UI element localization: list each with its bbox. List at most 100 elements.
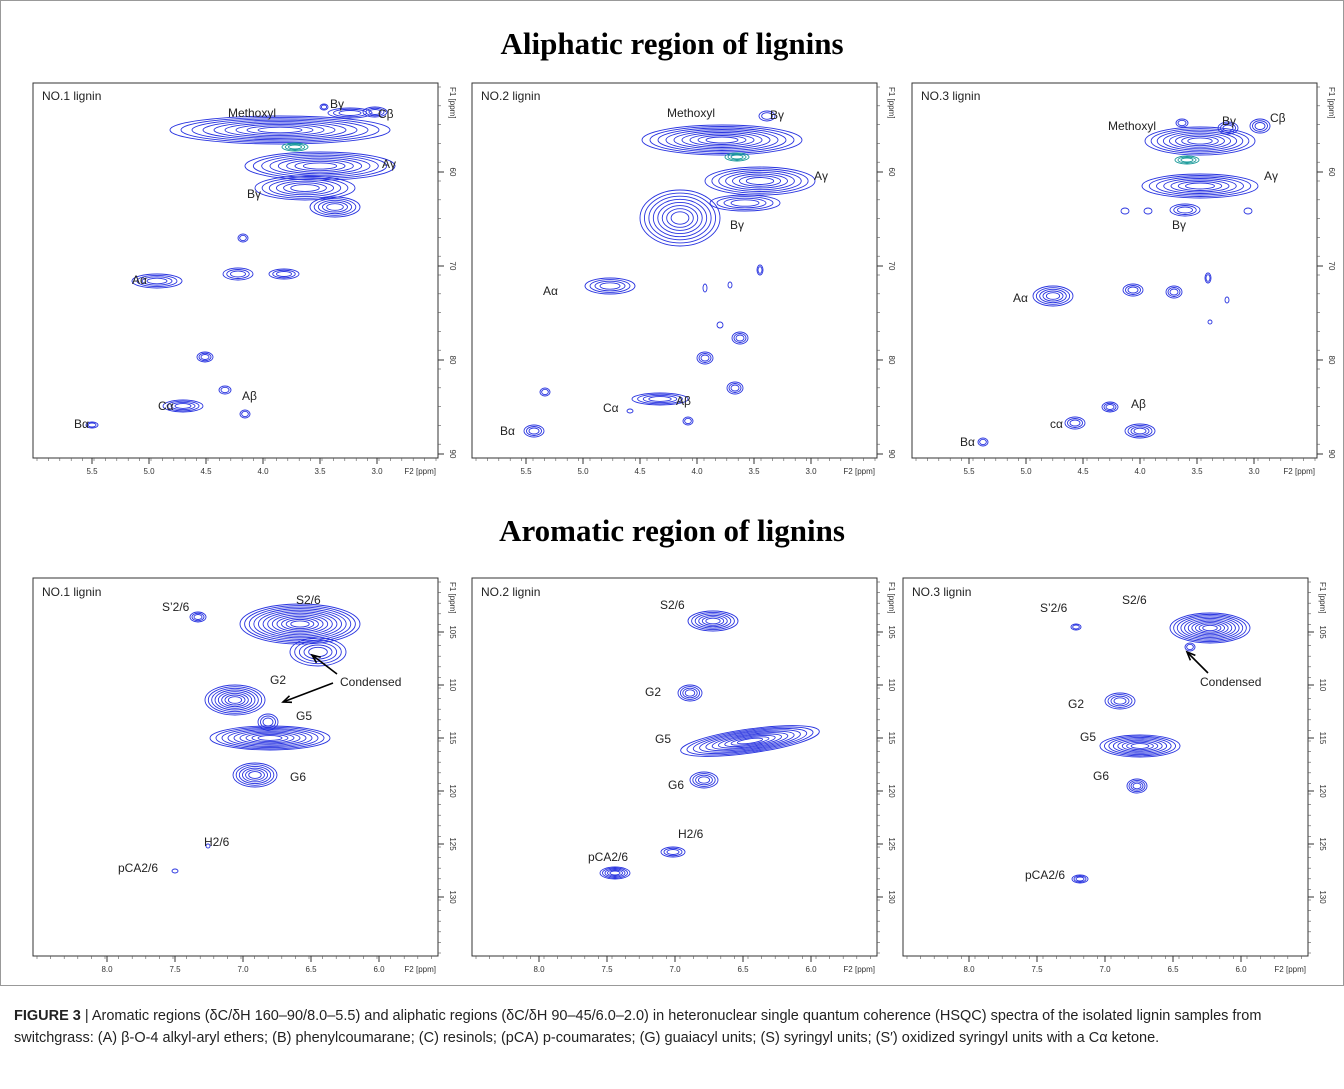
contour xyxy=(1187,137,1213,145)
contour xyxy=(705,617,721,625)
peak-label: Methoxyl xyxy=(1108,119,1156,133)
spectrum-frame xyxy=(471,82,878,459)
peak-label: Methoxyl xyxy=(228,106,276,120)
contour xyxy=(1222,124,1234,132)
x-tick-label: 4.0 xyxy=(257,467,269,476)
contour xyxy=(131,273,183,289)
peak-label: Aβ xyxy=(1131,397,1146,411)
contour xyxy=(237,233,249,243)
y-axis-label: F1 [ppm] xyxy=(448,582,457,614)
spectrum-frame xyxy=(471,577,878,957)
contour xyxy=(657,201,703,235)
contour xyxy=(302,162,338,170)
x-tick-label: 5.5 xyxy=(963,467,975,476)
contour xyxy=(261,177,349,199)
y-tick-label: 110 xyxy=(887,679,896,692)
contour xyxy=(227,729,313,747)
contour xyxy=(643,192,717,244)
contour xyxy=(1130,743,1150,749)
y-tick-label: 120 xyxy=(887,784,896,798)
contour xyxy=(727,281,733,289)
arrow xyxy=(1186,651,1209,674)
contour xyxy=(326,203,344,211)
contour xyxy=(666,208,694,228)
contour xyxy=(1162,131,1238,151)
x-tick-label: 6.5 xyxy=(737,965,749,974)
contour xyxy=(1071,874,1089,884)
contour xyxy=(1173,205,1197,215)
peak-label: cα xyxy=(1050,417,1063,431)
contour xyxy=(607,869,623,877)
contour xyxy=(745,177,775,185)
contour xyxy=(705,730,795,752)
contour xyxy=(528,427,540,435)
x-tick-label: 7.0 xyxy=(237,965,249,974)
contour xyxy=(290,620,310,628)
x-tick-label: 8.0 xyxy=(101,965,113,974)
panel-name: NO.3 lignin xyxy=(912,585,971,599)
contour xyxy=(689,771,719,789)
contour xyxy=(271,614,329,634)
contour xyxy=(724,734,776,748)
contour xyxy=(584,277,636,295)
contour xyxy=(726,381,744,395)
contour xyxy=(272,269,296,279)
x-axis-label: F2 [ppm] xyxy=(1283,467,1315,476)
contour xyxy=(251,733,289,743)
x-tick-label: 4.5 xyxy=(634,467,646,476)
contour xyxy=(257,735,283,741)
contour xyxy=(660,846,686,858)
contour xyxy=(1143,207,1153,215)
contour xyxy=(1112,738,1168,754)
section-title: Aromatic region of lignins xyxy=(499,513,845,548)
spectrum-frame xyxy=(911,82,1318,459)
contour xyxy=(85,421,99,429)
contour xyxy=(209,725,331,751)
contour xyxy=(1070,623,1082,631)
x-axis-label: F2 [ppm] xyxy=(843,965,875,974)
contour xyxy=(697,776,711,784)
contour xyxy=(241,767,269,783)
x-tick-label: 3.5 xyxy=(748,467,760,476)
peak-label: Bγ xyxy=(1172,218,1186,232)
contour xyxy=(180,116,380,144)
x-tick-label: 6.5 xyxy=(305,965,317,974)
peak-label: Aγ xyxy=(814,169,828,183)
contour xyxy=(288,144,302,150)
contour xyxy=(365,107,385,117)
contour xyxy=(1167,287,1181,297)
peak-label: Bγ xyxy=(770,108,784,122)
arrow xyxy=(282,682,334,703)
contour xyxy=(200,354,210,360)
contour xyxy=(1174,155,1200,165)
x-tick-label: 7.5 xyxy=(601,965,613,974)
contour xyxy=(1176,615,1244,641)
contour xyxy=(319,103,329,111)
contour xyxy=(641,124,803,156)
contour xyxy=(232,762,278,788)
x-axis-label: F2 [ppm] xyxy=(843,467,875,476)
contour xyxy=(136,274,178,288)
contour xyxy=(594,280,626,292)
contour xyxy=(701,616,725,626)
arrow-head xyxy=(1185,650,1196,661)
contour xyxy=(252,153,388,179)
contour xyxy=(294,639,342,665)
contour xyxy=(698,614,728,628)
peak-label: S2/6 xyxy=(660,598,685,612)
contour xyxy=(1187,619,1233,637)
peak-label: G6 xyxy=(1093,769,1109,783)
contour xyxy=(626,408,634,414)
peak-label: Condensed xyxy=(1200,675,1261,689)
contour xyxy=(730,384,740,392)
contour xyxy=(677,684,703,702)
x-tick-label: 4.0 xyxy=(691,467,703,476)
contour xyxy=(227,696,243,704)
contour xyxy=(1104,692,1136,710)
contour xyxy=(322,201,348,213)
peak-label: pCA2/6 xyxy=(1025,868,1065,882)
contour xyxy=(313,198,357,216)
contour xyxy=(141,276,173,286)
peak-label: G6 xyxy=(668,778,684,792)
contour xyxy=(1170,179,1230,193)
